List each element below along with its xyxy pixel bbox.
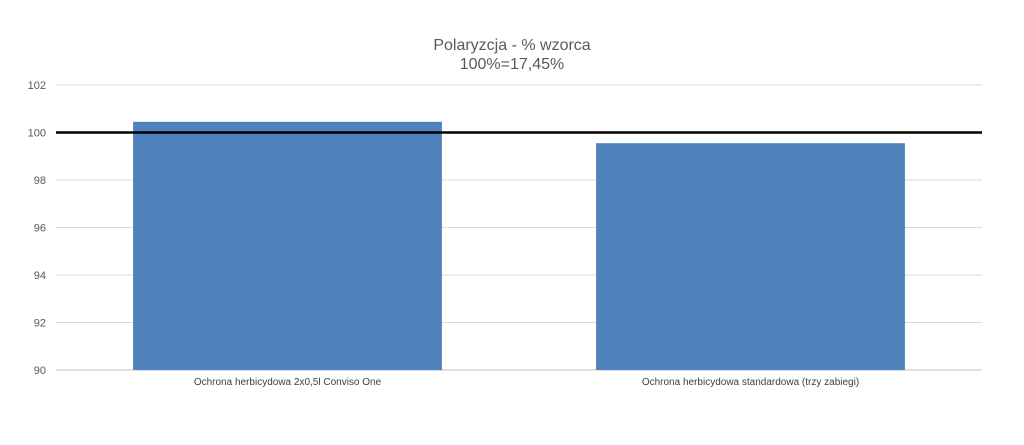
y-tick-label: 100 [28, 128, 46, 140]
y-axis-ticks: 90 92 94 96 98 100 102 [28, 80, 46, 377]
x-axis-categories: Ochrona herbicydowa 2x0,5l Conviso One Oc… [194, 377, 859, 388]
y-tick-label: 94 [34, 270, 46, 282]
y-tick-label: 98 [34, 175, 46, 187]
y-tick-label: 96 [34, 223, 46, 235]
y-tick-label: 92 [34, 318, 46, 330]
chart-subtitle: 100%=17,45% [460, 56, 565, 73]
x-category-label: Ochrona herbicydowa standardowa (trzy za… [642, 377, 859, 388]
x-category-label: Ochrona herbicydowa 2x0,5l Conviso One [194, 377, 382, 388]
y-tick-label: 90 [34, 365, 46, 377]
chart-title: Polaryzcja - % wzorca [433, 37, 590, 54]
bar [133, 121, 442, 370]
y-tick-label: 102 [28, 80, 46, 92]
bars [133, 121, 905, 370]
bar [596, 143, 905, 370]
